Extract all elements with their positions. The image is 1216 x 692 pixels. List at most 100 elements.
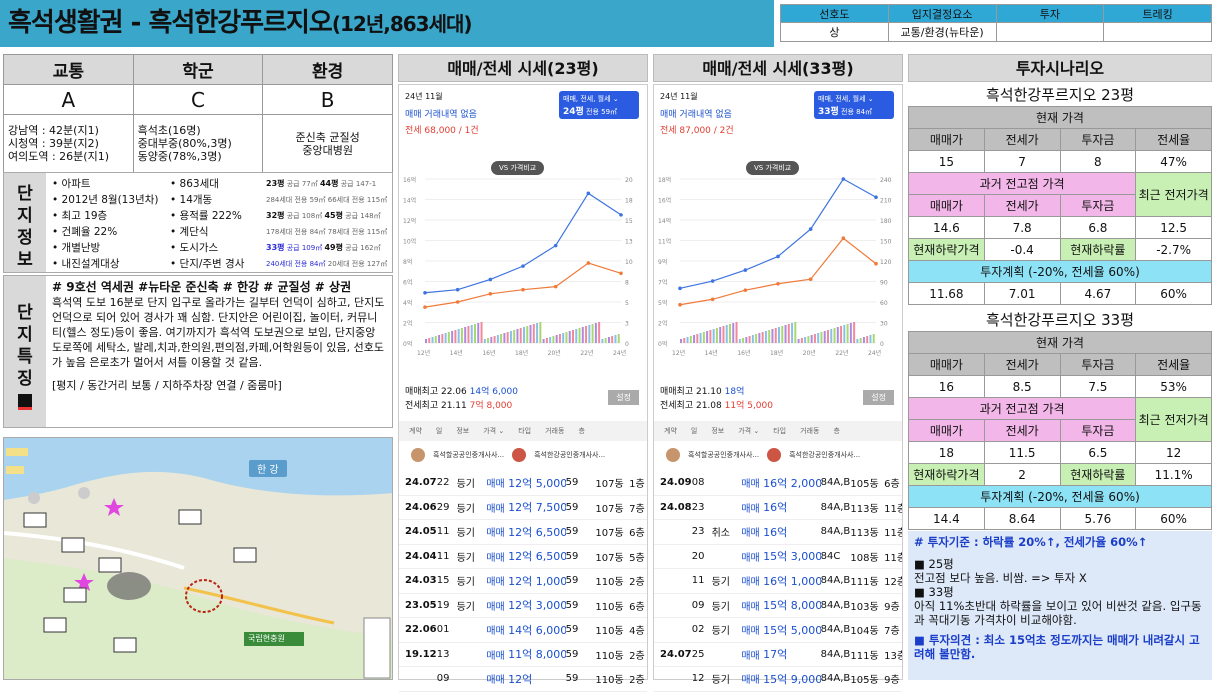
y2-tick: 15 bbox=[625, 218, 633, 225]
volume-bar bbox=[823, 331, 826, 343]
feature-body: 흑석역 도보 16분로 단지 입구로 올라가는 길부터 언덕이 심하고, 단지도… bbox=[52, 296, 385, 369]
data-point bbox=[841, 177, 846, 181]
list-cell: 12억 6,500 bbox=[508, 525, 566, 539]
map-place-label: 국립현충원 bbox=[248, 634, 285, 643]
list-cell: 11 bbox=[436, 526, 450, 538]
list-cell: 19 bbox=[436, 599, 450, 611]
volume-bar bbox=[732, 323, 735, 343]
data-point bbox=[488, 292, 493, 296]
list-cell: 15억 3,000 bbox=[763, 550, 821, 564]
volume-bar bbox=[549, 337, 552, 343]
settings-button[interactable]: 설정 bbox=[608, 390, 639, 405]
list-item[interactable]: 19.12 13 매매 11억 8,000 59 110동 2층 bbox=[399, 643, 647, 667]
volume-bar bbox=[552, 336, 555, 343]
volume-bar bbox=[699, 333, 702, 343]
y-tick: 2억 bbox=[403, 320, 412, 328]
list-cell: 22.06 bbox=[405, 624, 437, 636]
list-cell: 매매 bbox=[486, 626, 505, 638]
list-item[interactable]: 11 등기 매매 16억 1,000 84A,B 111동 12층 bbox=[654, 569, 902, 594]
feature-foot: [평지 / 동간거리 보통 / 지하주차장 연결 / 줌룸마] bbox=[52, 379, 282, 392]
volume-bar bbox=[748, 336, 751, 343]
volume-bar bbox=[778, 327, 780, 343]
list-cell: 110동 bbox=[595, 626, 624, 638]
list-cell: 매매 bbox=[741, 601, 760, 613]
list-cell: 12억 1,000 bbox=[508, 574, 566, 588]
volume-bar bbox=[513, 330, 516, 343]
list-cell: 01 bbox=[436, 624, 450, 636]
x-tick: 20년 bbox=[548, 349, 561, 357]
list-cell: 107동 bbox=[595, 479, 624, 491]
list-cell: 02 bbox=[691, 624, 705, 636]
list-cell: 등기 bbox=[711, 601, 730, 613]
list-cell: 104동 bbox=[850, 626, 879, 638]
data-point bbox=[553, 243, 558, 248]
volume-bar bbox=[532, 324, 535, 343]
list-cell: 108동 bbox=[850, 552, 879, 564]
list-cell: 59 bbox=[565, 599, 579, 611]
list-item[interactable]: 24.06 29 등기 매매 12억 7,500 59 107동 7층 bbox=[399, 496, 647, 520]
compare-button[interactable]: VS 가격비교 bbox=[746, 161, 800, 175]
y-tick: 9억 bbox=[658, 258, 667, 266]
list-item[interactable]: 22.06 01 매매 14억 6,000 59 110동 4층 bbox=[399, 618, 647, 643]
list-item[interactable]: 12 등기 매매 15억 9,000 84A,B 105동 9층 bbox=[654, 667, 902, 692]
list-cell: 매매 bbox=[486, 552, 505, 564]
investment-note: # 투자기준 : 하락률 20%↑, 전세가율 60%↑ ■ 25평 전고점 보… bbox=[908, 531, 1212, 680]
list-item[interactable]: 24.07 25 매매 17억 84A,B 111동 13층 bbox=[654, 643, 902, 667]
data-point bbox=[553, 284, 558, 289]
data-point bbox=[808, 227, 813, 231]
list-cell: 14억 6,000 bbox=[508, 623, 566, 637]
list-cell: 매매 bbox=[486, 479, 505, 491]
list-cell: 15억 8,000 bbox=[763, 599, 821, 613]
list-item[interactable]: 24.09 08 매매 16억 2,000 84A,B 105동 6층 bbox=[654, 471, 902, 496]
list-cell: 59 bbox=[565, 550, 579, 562]
x-tick: 16년 bbox=[737, 349, 750, 357]
list-cell: 1층 bbox=[629, 479, 645, 491]
price-chart-33: 18억 240 16억 210 14억 180 11억 150 9억 120 7억 90 5억 60 2억 3… bbox=[658, 176, 892, 357]
list-cell: 등기 bbox=[711, 675, 730, 687]
volume-bar bbox=[493, 336, 496, 343]
volume-bar bbox=[813, 334, 816, 343]
data-point bbox=[874, 261, 878, 266]
list-item[interactable]: 23.05 19 등기 매매 12억 3,000 59 110동 6층 bbox=[399, 594, 647, 618]
area-map[interactable]: 한 강 국립현충원 bbox=[3, 437, 393, 680]
y-tick: 10억 bbox=[403, 238, 416, 246]
list-cell: 24.04 bbox=[405, 550, 437, 562]
list-item[interactable]: 20 매매 15억 3,000 84C 108동 11층 bbox=[654, 545, 902, 569]
list-item[interactable]: 24.03 15 등기 매매 12억 1,000 59 110동 2층 bbox=[399, 569, 647, 594]
volume-bar bbox=[869, 335, 872, 343]
list-item[interactable]: 23 취소 매매 16억 84A,B 113동 11층 bbox=[654, 520, 902, 545]
summary-table: 선호도 입지결정요소 투자 트레킹 상 교통/환경(뉴타운) bbox=[780, 4, 1212, 42]
volume-bar bbox=[575, 329, 578, 343]
y-tick: 4억 bbox=[403, 299, 412, 307]
list-cell: 59 bbox=[565, 526, 579, 538]
volume-bar bbox=[820, 332, 823, 343]
data-point bbox=[678, 286, 682, 291]
volume-bar bbox=[477, 323, 480, 343]
list-cell: 59 bbox=[565, 673, 579, 685]
compare-button[interactable]: VS 가격비교 bbox=[491, 161, 545, 175]
series-line bbox=[679, 237, 877, 306]
list-item[interactable]: 02 등기 매매 15억 5,000 84A,B 104동 7층 bbox=[654, 618, 902, 643]
list-item[interactable]: 24.07 22 등기 매매 12억 5,000 59 107동 1층 bbox=[399, 471, 647, 496]
volume-bar bbox=[715, 328, 718, 343]
list-item[interactable]: 24.04 11 등기 매매 12억 6,500 59 107동 5층 bbox=[399, 545, 647, 569]
list-cell: 23.05 bbox=[405, 599, 437, 611]
list-item[interactable]: 24.08 23 매매 16억 84A,B 113동 11층 bbox=[654, 496, 902, 520]
info-col2: • 863세대 • 14개동 • 용적률 222% • 계단식 • 도시가스 • 단지/주… bbox=[170, 178, 245, 270]
settings-button[interactable]: 설정 bbox=[863, 390, 894, 405]
list-cell: 15 bbox=[436, 575, 450, 587]
list-item[interactable]: 09 등기 매매 15억 8,000 84A,B 103동 9층 bbox=[654, 594, 902, 618]
list-item[interactable]: 09 매매 12억 59 110동 2층 bbox=[399, 667, 647, 692]
volume-bar bbox=[519, 328, 522, 343]
deal-type-select[interactable]: 매매, 전세, 월세 ⌄ 24평 전용 59㎡ bbox=[559, 91, 639, 119]
list-item[interactable]: 24.05 11 등기 매매 12억 6,500 59 107동 6층 bbox=[399, 520, 647, 545]
list-cell: 110동 bbox=[595, 650, 624, 662]
volume-bar bbox=[568, 331, 571, 343]
list-cell: 84A,B bbox=[820, 526, 851, 538]
volume-bar bbox=[712, 329, 715, 343]
list-cell: 111동 bbox=[850, 650, 879, 662]
list-cell: 등기 bbox=[456, 577, 475, 589]
deal-type-select[interactable]: 매매, 전세, 월세 ⌄ 33평 전용 84㎡ bbox=[814, 91, 894, 119]
volume-bar bbox=[457, 329, 460, 343]
y2-tick: 60 bbox=[880, 300, 888, 307]
